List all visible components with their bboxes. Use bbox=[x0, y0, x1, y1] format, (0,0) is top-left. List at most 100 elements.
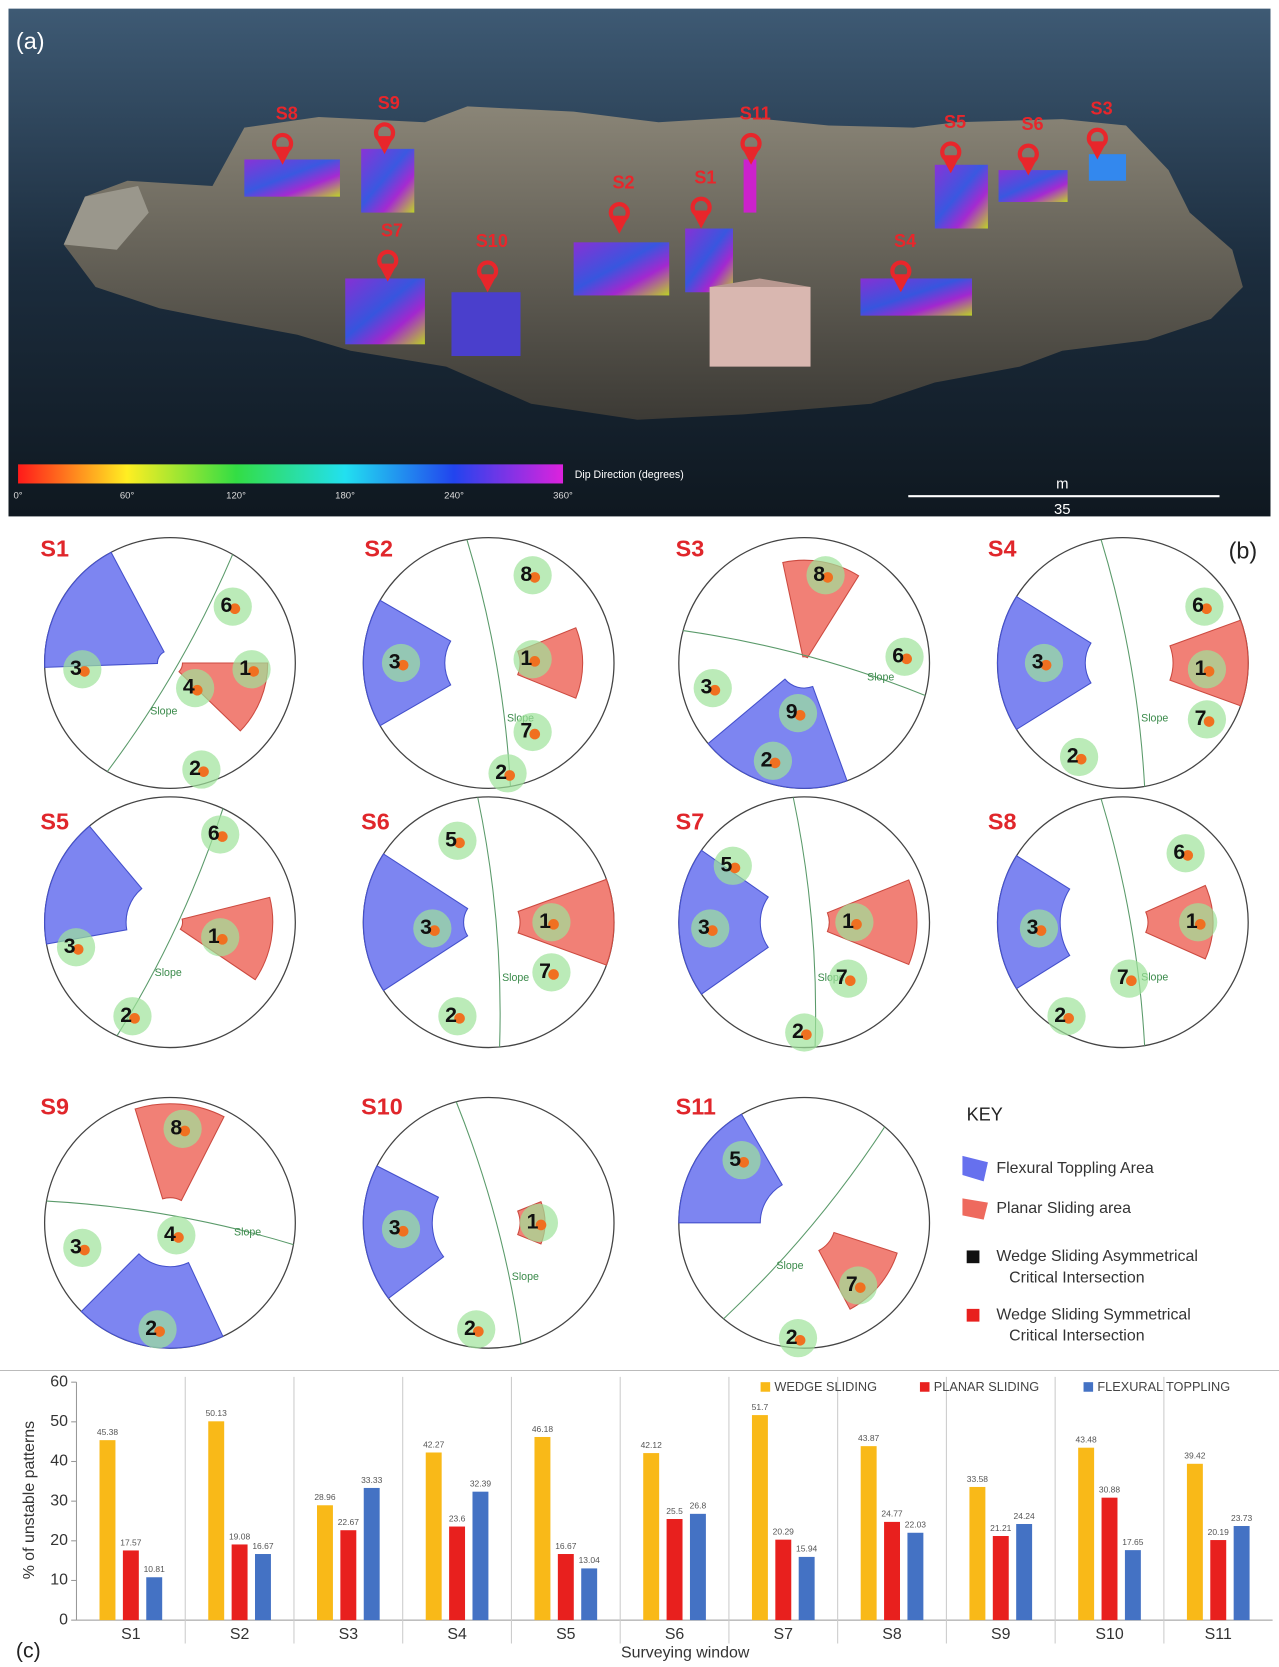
set-label: 6 bbox=[1192, 593, 1204, 617]
bar bbox=[861, 1446, 877, 1620]
set-label: 4 bbox=[164, 1222, 176, 1246]
key-label: Wedge Sliding Symmetrical bbox=[996, 1306, 1190, 1323]
marker-label: S6 bbox=[1022, 114, 1044, 134]
value-label: 25.5 bbox=[666, 1506, 683, 1516]
bar bbox=[208, 1421, 224, 1620]
legend-swatch bbox=[920, 1382, 930, 1392]
x-tick-label: S5 bbox=[556, 1626, 576, 1643]
value-label: 33.33 bbox=[361, 1475, 383, 1485]
y-tick-label: 20 bbox=[50, 1532, 68, 1549]
x-tick-label: S10 bbox=[1095, 1626, 1123, 1643]
bar bbox=[534, 1437, 550, 1620]
set-label: 1 bbox=[1186, 909, 1198, 933]
building bbox=[710, 287, 811, 367]
set-label: 1 bbox=[527, 1209, 539, 1233]
legend-swatch bbox=[1084, 1382, 1094, 1392]
x-tick-label: S4 bbox=[447, 1626, 467, 1643]
set-label: 3 bbox=[70, 1235, 82, 1259]
set-label: 2 bbox=[464, 1316, 476, 1340]
set-label: 3 bbox=[700, 675, 712, 699]
set-label: 4 bbox=[183, 675, 195, 699]
set-label: 1 bbox=[1195, 656, 1207, 680]
cloud-patch bbox=[999, 170, 1068, 202]
value-label: 32.39 bbox=[470, 1478, 492, 1488]
x-tick-label: S11 bbox=[1205, 1626, 1232, 1643]
set-label: 2 bbox=[786, 1325, 798, 1349]
bar bbox=[969, 1487, 985, 1620]
set-label: 3 bbox=[389, 650, 401, 674]
panel-c: (c) % of unstable patterns Surveying win… bbox=[0, 1370, 1279, 1662]
legend-label: WEDGE SLIDING bbox=[774, 1379, 877, 1394]
set-label: 7 bbox=[846, 1272, 858, 1296]
slope-label: Slope bbox=[776, 1260, 803, 1272]
colorbar-tick-label: 180° bbox=[335, 491, 355, 502]
bar bbox=[255, 1554, 271, 1620]
set-label: 8 bbox=[813, 562, 825, 586]
set-label: 8 bbox=[520, 562, 532, 586]
value-label: 19.08 bbox=[229, 1531, 251, 1541]
panel-b: (b) Slope34162S1Slope38172S2Slope86392S3… bbox=[40, 536, 1257, 1358]
bar bbox=[993, 1536, 1009, 1620]
key-label: Flexural Toppling Area bbox=[996, 1160, 1153, 1177]
bar bbox=[426, 1452, 442, 1620]
bar bbox=[884, 1522, 900, 1620]
x-tick-label: S7 bbox=[774, 1626, 794, 1643]
set-label: 2 bbox=[761, 747, 773, 771]
cloud-patch bbox=[574, 242, 670, 295]
set-label: 3 bbox=[1027, 915, 1039, 939]
y-tick-label: 0 bbox=[59, 1611, 68, 1628]
bar bbox=[558, 1554, 574, 1620]
bar bbox=[907, 1533, 923, 1620]
value-label: 13.04 bbox=[579, 1555, 601, 1565]
value-label: 50.13 bbox=[206, 1408, 228, 1418]
value-label: 16.67 bbox=[555, 1541, 577, 1551]
slope-label: Slope bbox=[867, 671, 894, 683]
bar bbox=[146, 1577, 162, 1620]
cloud-patch bbox=[451, 292, 520, 356]
key-swatch bbox=[967, 1250, 980, 1263]
set-label: 3 bbox=[1032, 650, 1044, 674]
bar bbox=[1125, 1550, 1141, 1620]
marker-label: S3 bbox=[1091, 98, 1113, 118]
bar bbox=[667, 1519, 683, 1620]
y-tick-label: 60 bbox=[50, 1373, 68, 1390]
stereonet: Slope53172S7 bbox=[676, 797, 930, 1052]
set-label: 3 bbox=[70, 656, 82, 680]
marker-label: S4 bbox=[894, 231, 916, 251]
stereonet-name: S1 bbox=[40, 536, 69, 562]
set-label: 3 bbox=[389, 1216, 401, 1240]
marker-label: S11 bbox=[740, 104, 771, 124]
set-label: 3 bbox=[64, 934, 76, 958]
x-tick-label: S9 bbox=[991, 1626, 1011, 1643]
bar bbox=[775, 1540, 791, 1620]
key-swatch bbox=[962, 1198, 987, 1219]
x-tick-label: S2 bbox=[230, 1626, 250, 1643]
x-tick-label: S3 bbox=[339, 1626, 359, 1643]
set-label: 2 bbox=[1054, 1003, 1066, 1027]
x-tick-label: S8 bbox=[882, 1626, 902, 1643]
set-label: 7 bbox=[1117, 965, 1129, 989]
key-title: KEY bbox=[967, 1104, 1003, 1124]
set-label: 1 bbox=[520, 646, 532, 670]
set-label: 7 bbox=[1195, 706, 1207, 730]
value-label: 22.03 bbox=[905, 1520, 927, 1530]
key-swatch bbox=[967, 1309, 980, 1322]
stereonet-name: S11 bbox=[676, 1093, 716, 1119]
set-label: 5 bbox=[721, 852, 733, 876]
bar bbox=[581, 1568, 597, 1620]
bar bbox=[1102, 1498, 1118, 1620]
x-tick-label: S6 bbox=[665, 1626, 685, 1643]
colorbar-tick-label: 360° bbox=[553, 491, 573, 502]
key-label: Critical Intersection bbox=[1009, 1269, 1144, 1286]
marker-label: S2 bbox=[613, 173, 635, 193]
set-label: 3 bbox=[420, 915, 432, 939]
x-axis-title: Surveying window bbox=[621, 1644, 750, 1661]
colorbar-title: Dip Direction (degrees) bbox=[575, 469, 684, 481]
panel-label: (b) bbox=[1229, 538, 1258, 564]
slope-label: Slope bbox=[1141, 712, 1168, 724]
scale-length: 35 bbox=[1054, 502, 1071, 518]
set-label: 2 bbox=[145, 1316, 157, 1340]
slope-label: Slope bbox=[502, 972, 529, 984]
